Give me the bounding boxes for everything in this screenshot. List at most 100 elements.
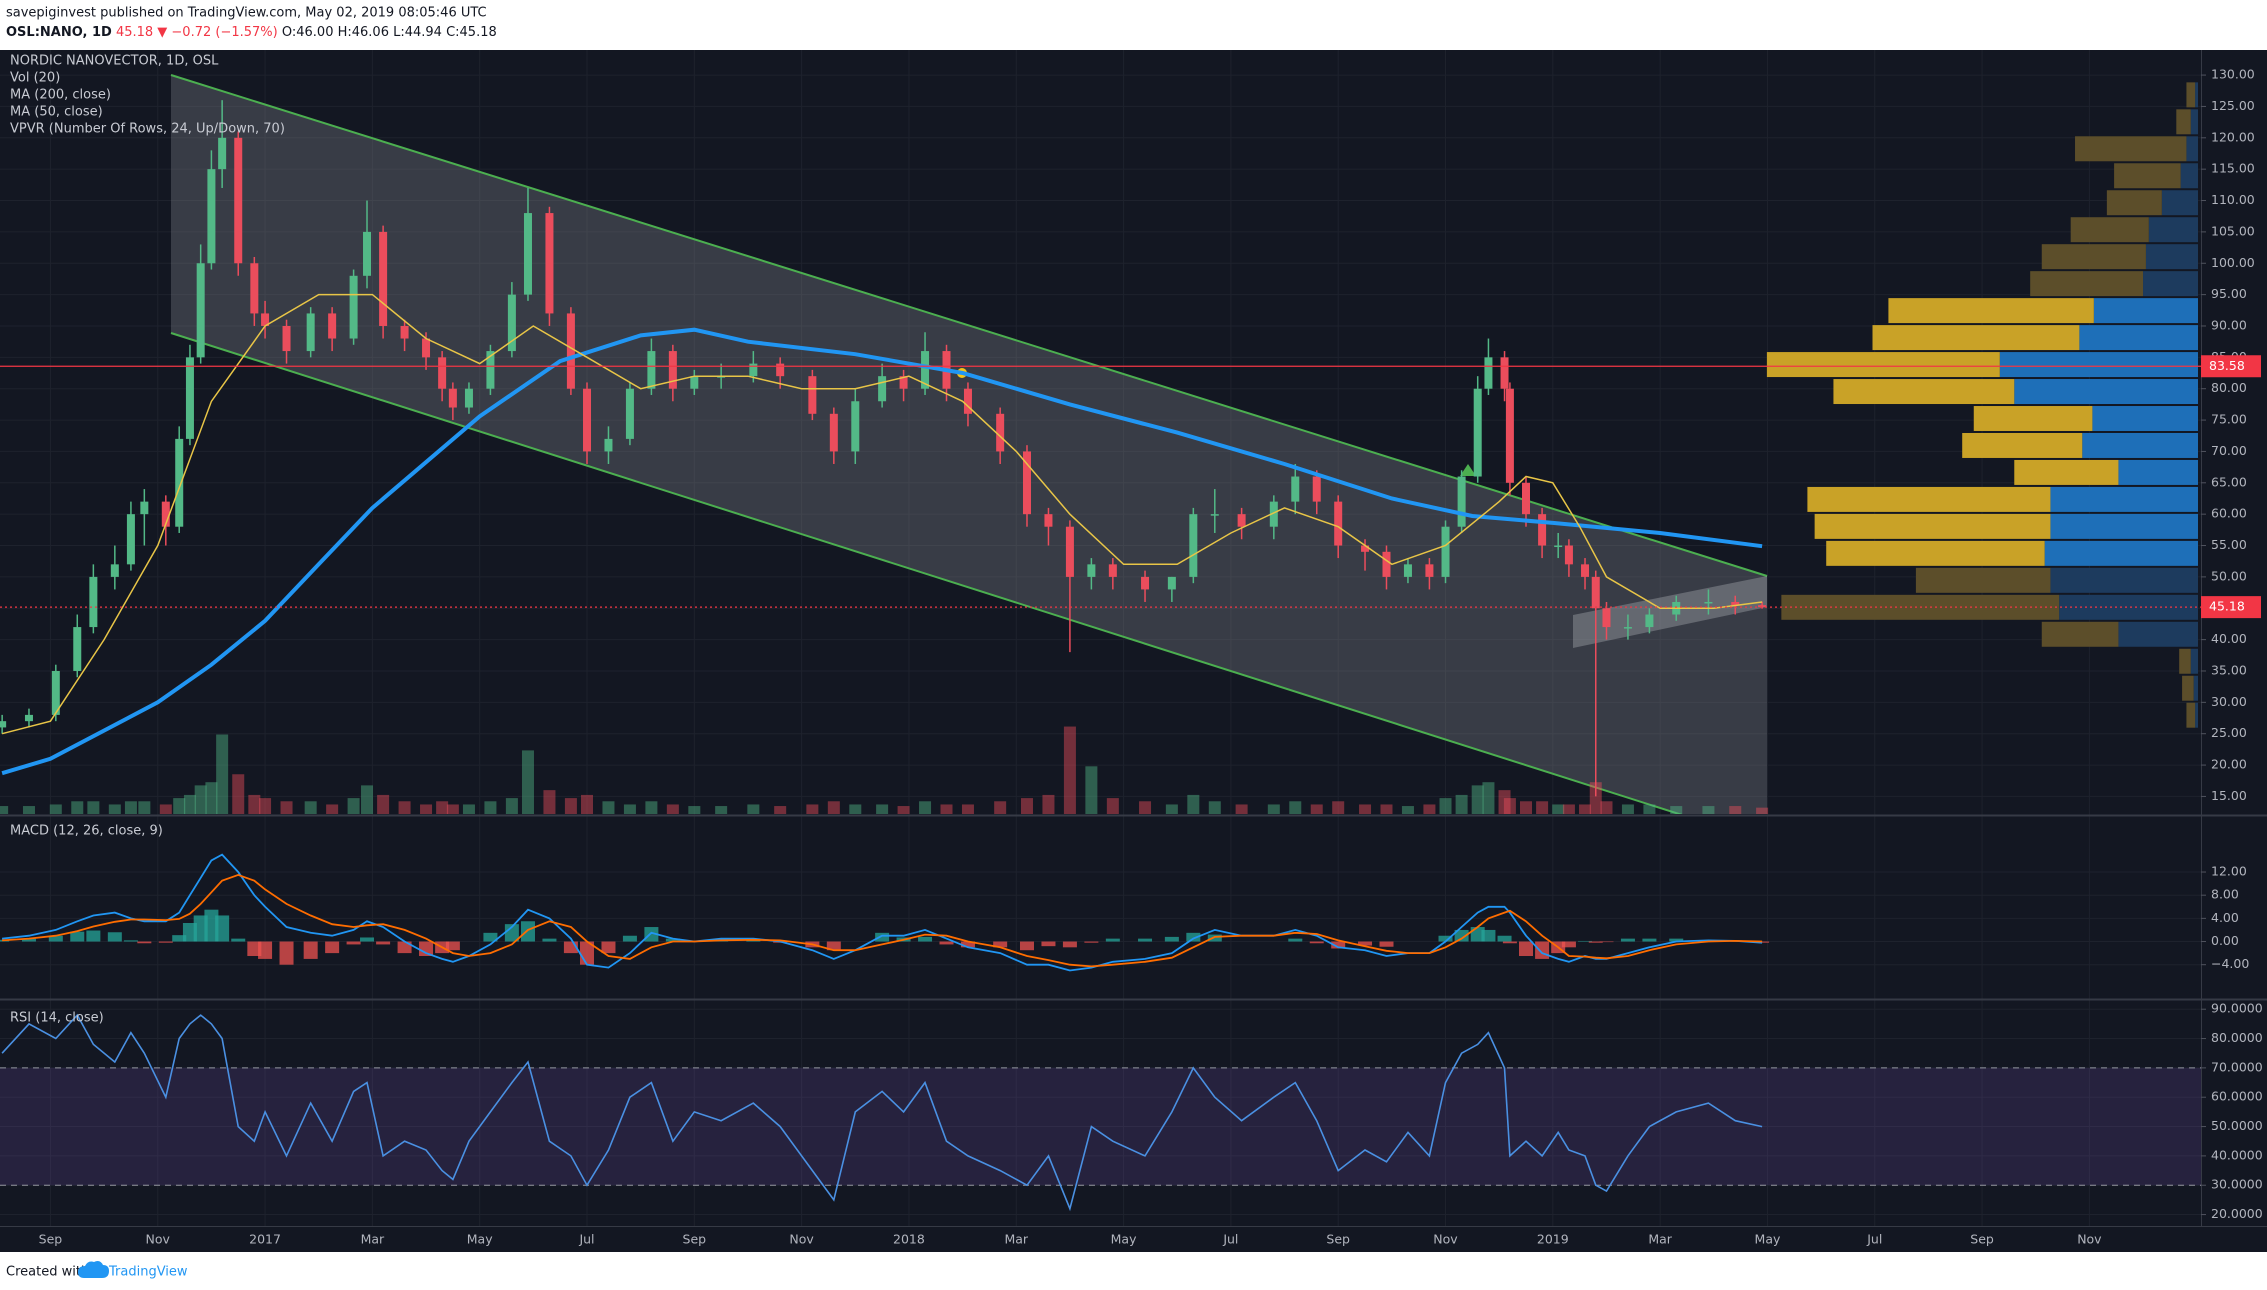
- candle-body: [306, 313, 315, 352]
- x-tick-label: Sep: [39, 1232, 63, 1247]
- candle-body: [1731, 601, 1740, 606]
- candle-body: [234, 137, 243, 264]
- volume-bar: [138, 801, 151, 814]
- candle-body: [51, 670, 60, 715]
- macd-hist: [1105, 938, 1120, 942]
- macd-hist: [86, 930, 101, 942]
- volume-bar: [462, 804, 475, 814]
- candle-body: [996, 413, 1005, 452]
- candle-body: [140, 501, 149, 515]
- macd-hist: [1438, 935, 1453, 942]
- macd-hist: [231, 938, 246, 942]
- vpvr-down: [2030, 271, 2144, 297]
- header-line2: OSL:NANO, 1D 45.18 ▼ −0.72 (−1.57%) O:46…: [6, 25, 497, 40]
- macd-hist: [1561, 941, 1576, 948]
- macd-hist: [483, 932, 498, 942]
- macd-hist: [601, 941, 616, 954]
- macd-hist: [1331, 941, 1346, 949]
- macd-hist: [504, 924, 519, 942]
- macd-hist: [960, 941, 975, 948]
- candle-body: [851, 401, 860, 452]
- volume-bar: [232, 774, 245, 814]
- volume-bar: [1359, 804, 1372, 814]
- vpvr-down: [2114, 163, 2181, 189]
- macd-hist: [445, 941, 460, 951]
- y-tick-label: 70.00: [2211, 443, 2247, 458]
- legend-entry: VPVR (Number Of Rows, 24, Up/Down, 70): [10, 122, 285, 137]
- vpvr-down: [2075, 136, 2187, 162]
- y-tick-label: 20.0000: [2211, 1206, 2263, 1221]
- candle-body: [464, 388, 473, 408]
- volume-bar: [1332, 801, 1345, 814]
- vpvr-down: [2186, 702, 2196, 728]
- candle-body: [1457, 476, 1466, 527]
- candle-body: [1473, 388, 1482, 477]
- macd-hist: [665, 938, 680, 942]
- x-tick-label: Nov: [146, 1232, 171, 1247]
- volume-bar: [205, 782, 218, 814]
- volume-bar: [1187, 794, 1200, 814]
- y-tick-label: 25.00: [2211, 725, 2247, 740]
- vpvr-down: [2176, 109, 2191, 135]
- macd-hist: [1497, 935, 1512, 942]
- y-tick-label: 110.00: [2211, 192, 2255, 207]
- candle-body: [1623, 627, 1632, 629]
- volume-bar: [1503, 798, 1516, 814]
- volume-bar: [897, 806, 910, 814]
- legend-entry: Vol (20): [10, 71, 60, 86]
- y-tick-label: 80.0000: [2211, 1030, 2263, 1045]
- x-tick-label: Sep: [1970, 1232, 1994, 1247]
- volume-bar: [1401, 806, 1414, 814]
- vpvr-up: [2082, 432, 2198, 458]
- volume-bar: [806, 804, 819, 814]
- rsi-line: [1, 1013, 1763, 1212]
- macd-hist: [376, 941, 391, 945]
- volume-bar: [1455, 794, 1468, 814]
- macd-hist: [325, 941, 340, 954]
- candle-body: [1500, 357, 1509, 389]
- vpvr-up: [1999, 352, 2198, 378]
- volume-bar: [1063, 726, 1076, 814]
- chart-title: NORDIC NANOVECTOR, 1D, OSL: [10, 54, 219, 69]
- x-tick-label: May: [1755, 1232, 1781, 1247]
- x-tick-label: Sep: [1326, 1232, 1350, 1247]
- macd-hist: [1084, 941, 1099, 943]
- vpvr-up: [2145, 244, 2198, 270]
- volume-bar: [1085, 766, 1098, 814]
- macd-hist: [1588, 941, 1603, 943]
- macd-hist: [247, 941, 262, 957]
- y-tick-label: 8.00: [2211, 887, 2239, 902]
- candle-body: [1382, 551, 1391, 577]
- y-tick-label: 50.0000: [2211, 1118, 2263, 1133]
- volume-bar: [436, 801, 449, 814]
- axes: Sep Nov 2017 Mar May Jul Sep Nov 2018 Mar May Jul Se…: [10, 54, 2263, 1247]
- x-tick-label: 2017: [249, 1232, 281, 1247]
- y-tick-label: 50.00: [2211, 568, 2247, 583]
- macd-hist: [107, 932, 122, 942]
- vpvr-up: [2180, 163, 2198, 189]
- vpvr-down: [1807, 486, 2051, 512]
- macd-hist: [875, 932, 890, 942]
- candle-body: [668, 351, 677, 389]
- x-tick-label: Nov: [2077, 1232, 2102, 1247]
- x-tick-label: Jul: [1222, 1232, 1238, 1247]
- volume-bar: [398, 801, 411, 814]
- x-tick-label: May: [1111, 1232, 1137, 1247]
- footer-brand[interactable]: TradingView: [108, 1265, 188, 1280]
- macd-hist: [1041, 941, 1056, 947]
- macd-hist: [172, 935, 187, 942]
- candle-body: [1425, 564, 1434, 577]
- macd-hist: [644, 927, 659, 942]
- vpvr-up: [2148, 217, 2198, 243]
- volume-bar: [961, 804, 974, 814]
- volume-bar: [645, 801, 658, 814]
- volume-bar: [183, 794, 196, 814]
- volume-bar: [994, 801, 1007, 814]
- macd-hist: [123, 940, 138, 942]
- vpvr-down: [2041, 621, 2119, 647]
- macd-hist: [520, 921, 535, 942]
- vpvr-down: [2186, 82, 2196, 108]
- volume-bar: [1702, 806, 1715, 814]
- candle-body: [1564, 545, 1573, 565]
- volume-bar: [602, 801, 615, 814]
